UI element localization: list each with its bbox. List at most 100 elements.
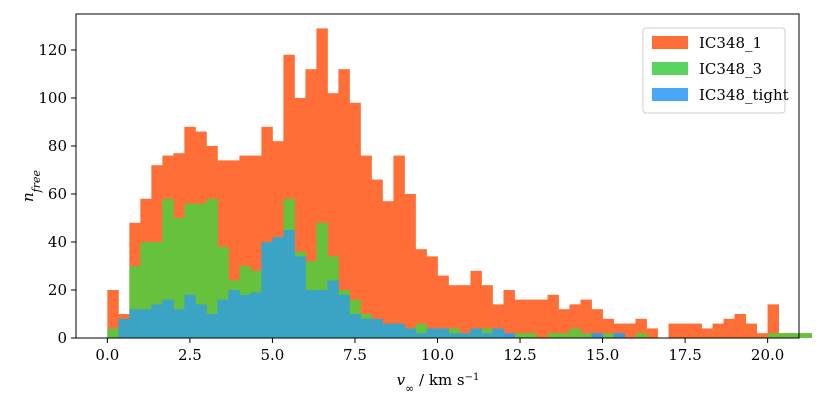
legend-swatch	[652, 88, 688, 101]
x-tick-label: 5.0	[261, 346, 285, 364]
histogram-bar	[250, 155, 262, 338]
histogram-bar	[173, 218, 185, 338]
histogram-bar	[129, 266, 141, 338]
histogram-bar	[569, 304, 581, 338]
histogram-bar	[382, 323, 394, 338]
histogram-bar	[624, 323, 636, 338]
histogram-bar	[668, 323, 680, 338]
histogram-bar	[173, 309, 185, 338]
histogram-bar	[580, 333, 592, 338]
histogram-bar	[712, 323, 724, 338]
histogram-bar	[547, 294, 559, 338]
x-tick-label: 17.5	[668, 346, 701, 364]
histogram-bar	[778, 333, 790, 338]
x-axis-label-main: v	[397, 371, 406, 389]
histogram-bar	[184, 203, 196, 338]
histogram-bar	[316, 28, 328, 339]
x-axis-ticks: 0.0 2.5 5.0 7.5 10.0 12.5 15.0 17.5 20.0	[95, 338, 784, 364]
histogram-bar	[404, 194, 416, 338]
x-tick-label: 20.0	[751, 346, 784, 364]
histogram-bar	[602, 333, 614, 338]
histogram-bar	[140, 309, 152, 338]
histogram-bar	[426, 256, 438, 338]
histogram-bar	[646, 328, 658, 338]
histogram-bar	[415, 249, 427, 338]
histogram-bar	[184, 294, 196, 338]
y-axis-label: nfree	[19, 170, 43, 203]
histogram-bar	[228, 160, 240, 338]
histogram-bar	[448, 285, 460, 338]
legend: IC348_1 IC348_3 IC348_tight	[642, 27, 789, 114]
histogram-bar	[206, 314, 218, 338]
y-axis-label-main: n	[19, 192, 37, 202]
x-tick-label: 10.0	[421, 346, 454, 364]
histogram-bar	[448, 333, 460, 338]
y-tick-label: 60	[48, 185, 67, 203]
histogram-bar	[723, 318, 735, 338]
histogram-bar	[206, 198, 218, 338]
histogram-bar	[437, 275, 449, 338]
histogram-bar	[404, 328, 416, 338]
histogram-bar	[294, 256, 306, 338]
histogram-bar	[349, 102, 361, 338]
histogram-bar	[536, 299, 548, 338]
histogram-bar	[250, 292, 262, 338]
histogram-bar	[338, 69, 350, 338]
histogram-bar	[635, 318, 647, 338]
histogram-bar	[492, 304, 504, 338]
histogram-bar	[316, 290, 328, 338]
histogram-bar	[503, 290, 515, 338]
histogram-bar	[470, 270, 482, 338]
histogram-bar	[129, 309, 141, 338]
legend-label: IC348_3	[699, 60, 762, 78]
histogram-bar	[294, 98, 306, 338]
histogram-bar	[745, 323, 757, 338]
histogram-bar	[800, 333, 812, 338]
x-tick-label: 2.5	[178, 346, 202, 364]
histogram-bar	[580, 299, 592, 338]
histogram-bar	[393, 155, 405, 338]
histogram-bar	[437, 328, 449, 338]
x-tick-label: 15.0	[586, 346, 619, 364]
histogram-bar	[151, 304, 163, 338]
y-axis-ticks: 0 20 40 60 80 100 120	[38, 41, 76, 347]
y-tick-label: 40	[48, 233, 67, 251]
series-IC348_tight	[118, 230, 625, 338]
histogram-bar	[514, 299, 526, 338]
histogram-bars	[107, 28, 812, 339]
x-axis-label: v∞ / km s−1	[397, 371, 480, 395]
histogram-bar	[679, 323, 691, 338]
histogram-bar	[756, 333, 768, 338]
histogram-bar	[503, 333, 515, 338]
x-axis-label-unit: / km s	[414, 371, 464, 389]
histogram-bar	[635, 333, 647, 338]
histogram-bar	[613, 323, 625, 338]
histogram-bar	[283, 230, 295, 338]
histogram-bar	[525, 333, 537, 338]
histogram-bar	[558, 309, 570, 338]
histogram-bar	[272, 237, 284, 338]
histogram-bar	[360, 318, 372, 338]
histogram-bar	[459, 333, 471, 338]
histogram-bar	[283, 54, 295, 339]
histogram-bar	[261, 242, 273, 338]
histogram-bar	[360, 155, 372, 338]
histogram-bar	[415, 323, 427, 338]
y-tick-label: 100	[38, 89, 67, 107]
histogram-bar	[426, 328, 438, 338]
histogram-bar	[162, 198, 174, 338]
histogram-bar	[327, 93, 339, 338]
histogram-bar	[701, 328, 713, 338]
y-tick-label: 80	[48, 137, 67, 155]
x-tick-label: 0.0	[95, 346, 119, 364]
histogram-bar	[690, 323, 702, 338]
x-tick-label: 7.5	[343, 346, 367, 364]
y-tick-label: 120	[38, 41, 67, 59]
histogram-bar	[305, 69, 317, 338]
histogram-bar	[470, 328, 482, 338]
histogram-bar	[393, 323, 405, 338]
histogram-bar	[613, 333, 625, 338]
histogram-bar	[349, 314, 361, 338]
histogram-bar	[305, 290, 317, 338]
